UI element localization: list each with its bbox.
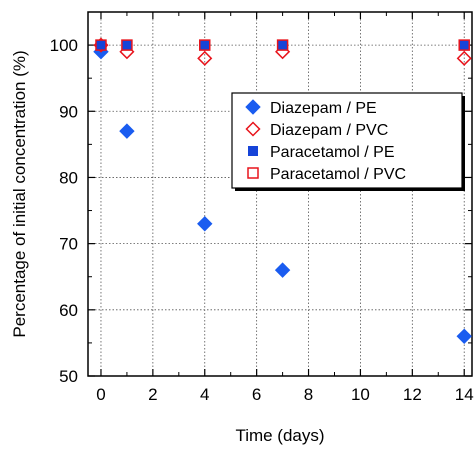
y-tick-label: 70 [59,235,78,254]
legend-marker-3 [247,167,259,179]
data-point-series-1 [456,50,472,66]
tick-labels: 0 2 4 6 8 10 12 14 50 60 70 80 90 100 [50,36,474,404]
x-axis-title: Time (days) [235,426,324,445]
legend-marker-1 [245,121,261,137]
grid [88,12,472,376]
legend-label: Paracetamol / PVC [270,166,406,183]
legend-label: Paracetamol / PE [270,144,395,161]
x-tick-label: 14 [455,385,474,404]
legend-marker-2 [248,146,258,156]
x-tick-label: 4 [200,385,209,404]
y-tick-label: 100 [50,36,78,55]
data-point-series-3 [95,39,107,51]
y-axis-title: Percentage of initial concentration (%) [10,50,29,337]
legend-marker-0 [245,99,261,115]
legend-box [231,92,463,189]
data-point-series-3 [121,39,133,51]
x-tick-label: 0 [96,385,105,404]
x-tick-label: 10 [351,385,370,404]
legend-label: Diazepam / PE [270,100,377,117]
axis-ticks [88,11,472,377]
data-point-series-3 [199,39,211,51]
y-tick-label: 90 [59,102,78,121]
data-point-series-2 [121,40,132,51]
data-point-series-3 [276,39,289,51]
data-point-series-0 [197,216,213,232]
data-points [93,37,472,344]
data-point-series-1 [197,50,213,66]
data-point-series-0 [274,262,291,278]
data-point-series-0 [456,328,472,344]
legend: Diazepam / PE Diazepam / PVC Paracetamol /… [231,92,465,191]
y-tick-label: 80 [59,168,78,187]
data-point-series-2 [277,40,288,51]
data-point-series-2 [199,40,210,51]
data-point-series-2 [459,40,470,51]
legend-label: Diazepam / PVC [270,122,388,139]
y-tick-label: 60 [59,301,78,320]
plot-frame [87,11,473,377]
data-point-series-3 [458,39,470,51]
x-tick-label: 2 [148,385,157,404]
x-tick-label: 8 [304,385,313,404]
data-point-series-2 [95,40,106,51]
data-point-series-0 [119,123,135,139]
x-tick-label: 6 [252,385,261,404]
x-tick-label: 12 [403,385,422,404]
y-tick-label: 50 [59,367,78,386]
